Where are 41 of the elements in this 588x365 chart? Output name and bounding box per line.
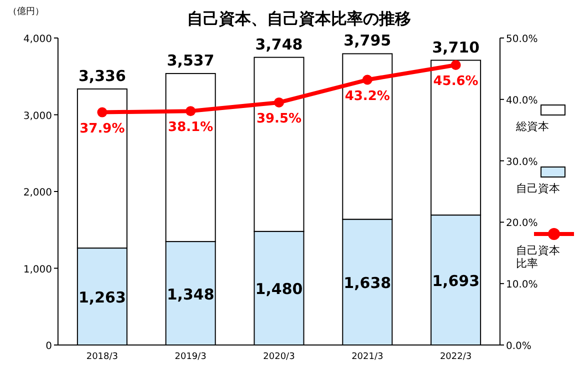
point xyxy=(362,74,372,85)
y2-tick-label: 30.0% xyxy=(506,156,538,168)
y-tick-label: 4,000 xyxy=(23,34,52,45)
legend-label: 自己資本 xyxy=(516,182,560,195)
data-label: 1,693 xyxy=(432,272,480,290)
point xyxy=(274,97,284,108)
y-tick-label: 1,000 xyxy=(23,264,52,276)
total-label: 3,336 xyxy=(78,66,126,85)
total-label: 3,748 xyxy=(255,35,303,54)
y-tick-label: 0 xyxy=(46,341,52,352)
chart-title: 自己資本、自己資本比率の推移 xyxy=(187,9,411,28)
data-label: 39.5% xyxy=(256,111,302,126)
data-label: 45.6% xyxy=(433,74,478,90)
data-label: 37.9% xyxy=(80,121,125,136)
x-tick-label: 2020/3 xyxy=(263,352,295,362)
y2-tick-label: 10.0% xyxy=(506,280,538,291)
y2-tick-label: 40.0% xyxy=(506,95,538,106)
data-label: 1,638 xyxy=(344,274,392,292)
point xyxy=(186,106,196,116)
legend-label: 自己資本比率 xyxy=(516,244,560,270)
data-label: 43.2% xyxy=(344,88,390,104)
y-axis-title: （億円） xyxy=(8,6,44,17)
y2-tick-label: 0.0% xyxy=(506,341,532,352)
x-tick-label: 2022/3 xyxy=(440,352,472,362)
total-label: 3,795 xyxy=(344,32,392,50)
point xyxy=(450,60,461,70)
data-label: 1,348 xyxy=(166,285,214,304)
total-label: 3,537 xyxy=(166,52,214,70)
x-tick-label: 2018/3 xyxy=(86,352,118,362)
x-tick-label: 2021/3 xyxy=(352,352,384,362)
data-label: 1,480 xyxy=(255,280,303,298)
y-tick-label: 3,000 xyxy=(23,110,52,122)
x-tick-label: 2019/3 xyxy=(174,352,206,362)
y-tick-label: 2,000 xyxy=(23,188,52,198)
point xyxy=(97,107,108,118)
y2-tick-label: 20.0% xyxy=(506,218,538,230)
y2-tick-label: 50.0% xyxy=(506,34,538,45)
total-label: 3,710 xyxy=(432,38,480,56)
legend-label: 総資本 xyxy=(515,120,549,133)
data-label: 1,263 xyxy=(78,288,126,307)
data-label: 38.1% xyxy=(168,120,214,136)
